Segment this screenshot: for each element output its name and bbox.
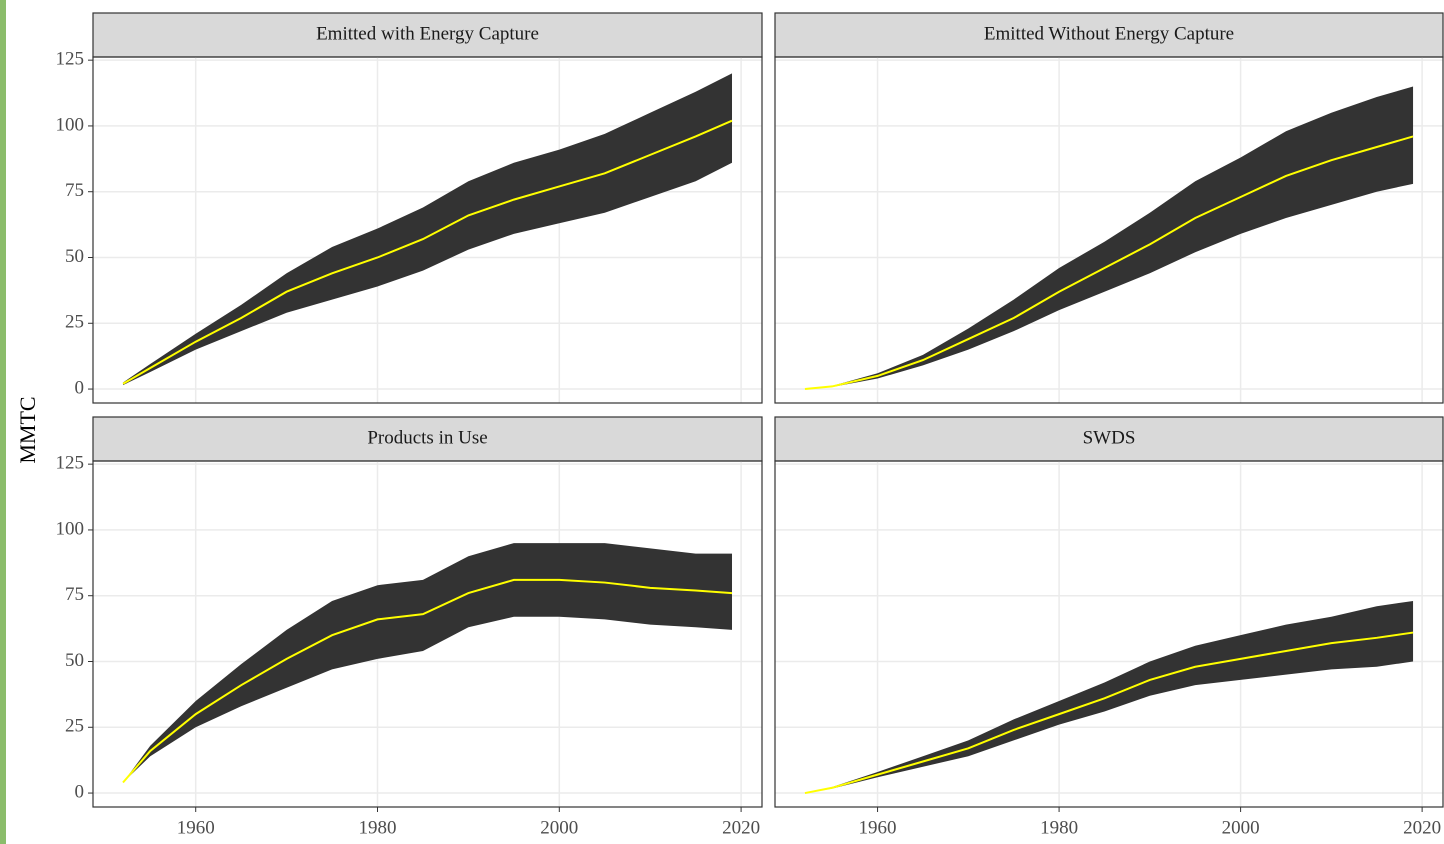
y-tick-label: 125 xyxy=(56,49,85,70)
x-tick-label: 1980 xyxy=(359,817,397,838)
mean-line xyxy=(804,631,1414,795)
x-tick-label: 2000 xyxy=(1222,817,1260,838)
panel-border xyxy=(774,460,1444,808)
strip xyxy=(774,12,1444,58)
panel-border xyxy=(92,460,763,808)
y-tick-label: 100 xyxy=(56,114,85,135)
x-tick-label: 1960 xyxy=(859,817,897,838)
y-tick-label: 50 xyxy=(65,650,84,671)
panel-border xyxy=(92,56,763,404)
strip xyxy=(774,416,1444,462)
strip-title: Emitted with Energy Capture xyxy=(316,23,539,44)
side-strip xyxy=(0,0,6,844)
strip-title: Products in Use xyxy=(367,427,487,448)
x-tick-label: 1960 xyxy=(177,817,215,838)
strip-title: Emitted Without Energy Capture xyxy=(984,23,1234,44)
y-tick-label: 125 xyxy=(56,453,85,474)
mean-line xyxy=(804,135,1414,391)
y-tick-label: 75 xyxy=(65,180,84,201)
x-tick-label: 2000 xyxy=(540,817,578,838)
ribbon xyxy=(122,73,733,386)
x-tick-label: 2020 xyxy=(1403,817,1441,838)
y-axis-title: MMTC xyxy=(15,396,40,463)
ribbon xyxy=(122,543,733,783)
mean-line xyxy=(122,578,733,784)
panel-border xyxy=(774,56,1444,404)
y-tick-label: 0 xyxy=(75,781,85,802)
y-tick-label: 25 xyxy=(65,716,84,737)
y-tick-label: 50 xyxy=(65,246,84,267)
y-tick-label: 75 xyxy=(65,584,84,605)
strip xyxy=(92,12,763,58)
mean-line xyxy=(122,119,733,385)
ribbon xyxy=(804,86,1414,390)
y-tick-label: 0 xyxy=(75,377,85,398)
strip-title: SWDS xyxy=(1083,427,1136,448)
strip xyxy=(92,416,763,462)
x-tick-label: 2020 xyxy=(722,817,760,838)
x-tick-label: 1980 xyxy=(1040,817,1078,838)
y-tick-label: 100 xyxy=(56,518,85,539)
y-tick-label: 25 xyxy=(65,312,84,333)
